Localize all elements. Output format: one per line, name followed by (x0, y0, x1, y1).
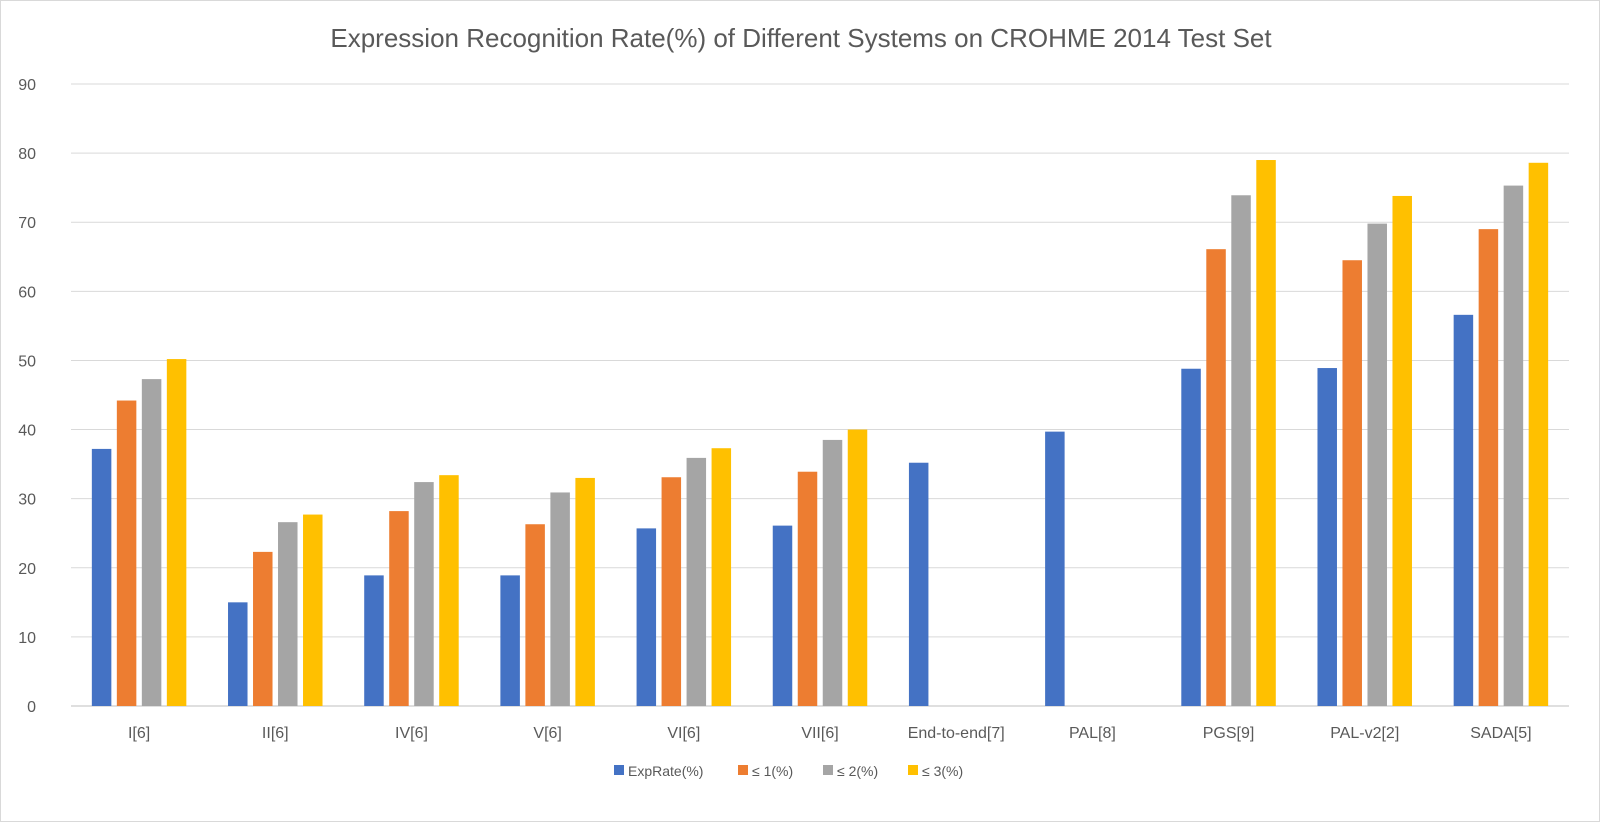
bar (1231, 195, 1251, 706)
bar (116, 400, 137, 706)
bar (1367, 223, 1387, 707)
x-tick-label: V[6] (533, 725, 561, 742)
bar (303, 514, 323, 706)
y-tick-label: 90 (18, 77, 36, 94)
bar (525, 524, 545, 706)
bar (711, 448, 732, 706)
x-tick-label: PGS[9] (1203, 725, 1255, 742)
bar (575, 477, 595, 706)
legend-swatch (614, 765, 624, 775)
y-tick-label: 20 (18, 561, 36, 578)
bars (91, 160, 1549, 707)
legend-label: ≤ 2(%) (837, 763, 878, 779)
bar (847, 429, 868, 706)
bar (1503, 185, 1524, 707)
bar (228, 602, 248, 706)
legend-label: ≤ 1(%) (752, 763, 793, 779)
y-axis-tick-labels: 0 10 20 30 40 50 60 70 80 90 (18, 77, 36, 716)
bar (797, 471, 818, 706)
bar (1478, 229, 1499, 706)
legend: ExpRate(%) ≤ 1(%) ≤ 2(%) ≤ 3(%) (614, 763, 963, 779)
legend-label: ExpRate(%) (628, 763, 703, 779)
y-tick-label: 60 (18, 284, 36, 301)
bar (1317, 368, 1337, 706)
bar (1256, 160, 1276, 706)
bar (253, 551, 273, 706)
y-tick-label: 40 (18, 423, 36, 440)
legend-swatch (908, 765, 918, 775)
x-tick-label: VII[6] (801, 725, 838, 742)
x-tick-label: I[6] (128, 725, 150, 742)
bar (91, 448, 112, 706)
y-tick-label: 50 (18, 353, 36, 370)
bar (636, 528, 657, 706)
bar (439, 475, 459, 706)
bar (1392, 195, 1412, 706)
legend-swatch (823, 765, 833, 775)
y-tick-label: 10 (18, 630, 36, 647)
x-tick-label: PAL-v2[2] (1330, 725, 1399, 742)
bar (278, 522, 298, 706)
bar (661, 477, 682, 706)
y-tick-label: 70 (18, 215, 36, 232)
y-tick-label: 0 (27, 699, 36, 716)
bar (908, 462, 929, 706)
bar (1453, 314, 1474, 706)
x-tick-label: II[6] (262, 725, 289, 742)
chart-title: Expression Recognition Rate(%) of Differ… (330, 23, 1272, 53)
x-axis-tick-labels: I[6] II[6] IV[6] V[6] VI[6] VII[6] End-to-end[… (128, 725, 1532, 742)
x-tick-label: End-to-end[7] (908, 725, 1005, 742)
bar (1342, 260, 1362, 706)
bar (1528, 162, 1549, 706)
y-tick-label: 80 (18, 146, 36, 163)
bar (822, 439, 843, 706)
bar (1206, 249, 1226, 707)
bar (1045, 431, 1065, 706)
bar (141, 379, 162, 706)
bar (364, 575, 384, 706)
bar (550, 492, 570, 706)
y-tick-label: 30 (18, 492, 36, 509)
x-tick-label: VI[6] (667, 725, 700, 742)
bar (686, 457, 707, 706)
x-tick-label: SADA[5] (1470, 725, 1531, 742)
bar (1181, 368, 1201, 706)
bar (414, 482, 434, 706)
bar (772, 525, 793, 706)
bar (166, 359, 187, 706)
x-tick-label: IV[6] (395, 725, 428, 742)
x-tick-label: PAL[8] (1069, 725, 1116, 742)
legend-label: ≤ 3(%) (922, 763, 963, 779)
bar (500, 575, 520, 706)
legend-swatch (738, 765, 748, 775)
bar (389, 511, 409, 706)
